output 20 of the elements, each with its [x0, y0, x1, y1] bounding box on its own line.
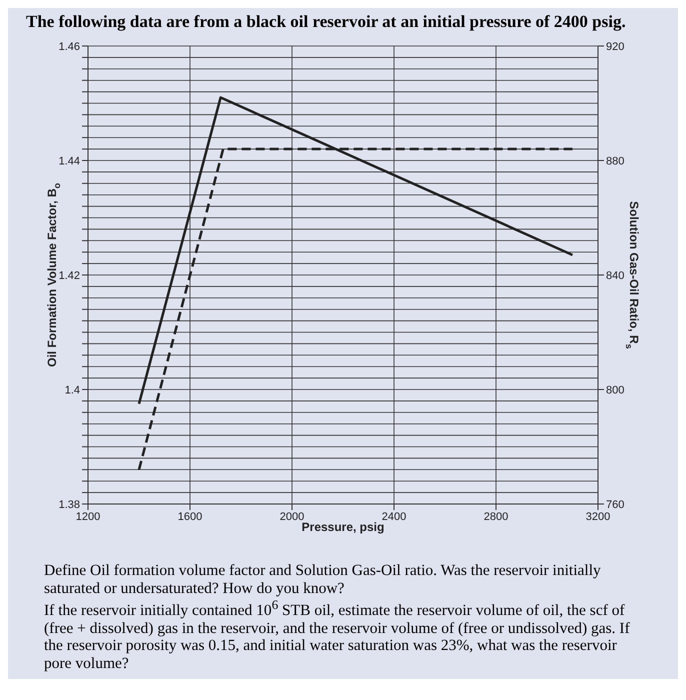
- y-tick-label: 1.4: [64, 384, 80, 396]
- x-axis-title: Pressure, psig: [302, 520, 384, 534]
- x-tick-label: 2000: [280, 510, 304, 523]
- y-tick-label: 1.46: [58, 40, 80, 53]
- x-tick-label: 2400: [382, 510, 406, 523]
- chart-title: The following data are from a black oil reservoir at an initial pressure of 2400 psig.: [25, 11, 627, 32]
- text: Define Oil formation volume factor and Solution Gas-Oil ratio. Was the reservoir initially saturated or undersaturated? How do you know?: [44, 562, 602, 598]
- x-tick-label: 3200: [586, 510, 610, 523]
- text: If the reservoir initially contained 10$^{6}$ STB oil, estimate the reservoir volume of oil, the scf of (free + dissolved) gas in the reservoir, and the reservoir volume of (free or undissolved) gas. If the reservoir porosity was 0.15, and initial water saturation was 23%, what was the reservoir pore volume?: [44, 596, 631, 674]
- x-tick-label: 2800: [484, 510, 508, 523]
- y2-tick-label: 880: [606, 155, 624, 168]
- y2-tick-label: 920: [606, 40, 624, 53]
- y2-tick-label: 840: [606, 270, 624, 282]
- x-tick-label: 1200: [76, 510, 100, 523]
- y2-tick-label: 800: [606, 384, 624, 396]
- y-tick-label: 1.42: [58, 270, 80, 282]
- x-tick-label: 1600: [178, 510, 202, 523]
- y2-tick-label: 760: [606, 498, 624, 511]
- y-tick-label: 1.38: [58, 498, 80, 511]
- y-tick-label: 1.44: [58, 155, 80, 168]
